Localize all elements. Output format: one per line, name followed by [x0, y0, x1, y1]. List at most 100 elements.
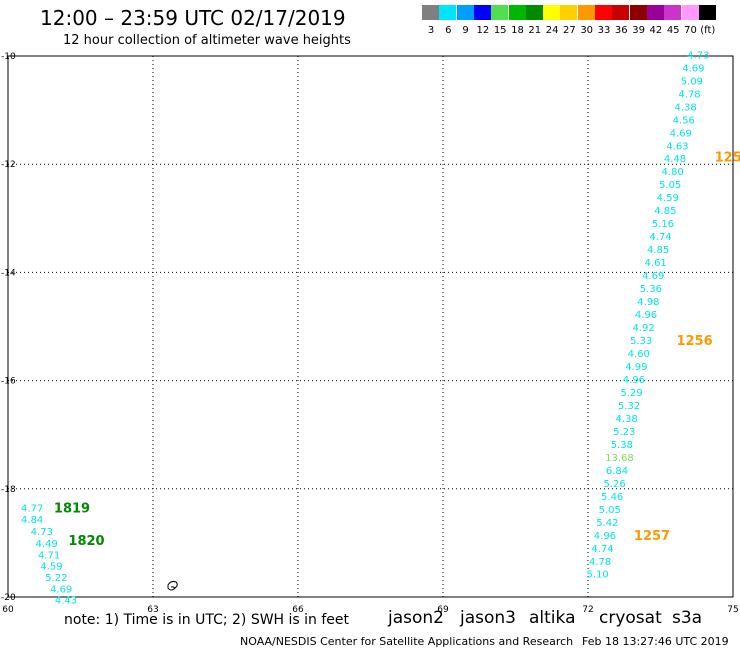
wave-height-value: 4.77	[21, 504, 43, 515]
scale-label: 21	[528, 25, 542, 36]
scale-label: 3	[427, 25, 435, 36]
wave-height-value: 4.92	[632, 323, 654, 334]
wave-height-value: 4.69	[642, 271, 664, 282]
wave-height-value: 4.73	[687, 50, 709, 61]
scale-swatch	[508, 5, 526, 20]
pass-time-label: 1256	[676, 334, 712, 349]
wave-height-value: 4.69	[682, 63, 704, 74]
scale-swatch	[646, 5, 664, 20]
wave-height-value: 4.85	[647, 245, 669, 256]
map-subtitle: 12 hour collection of altimeter wave hei…	[63, 33, 351, 48]
scale-label: 12	[476, 25, 490, 36]
scale-label: 39	[632, 25, 645, 36]
legend-jason2: jason2	[388, 608, 444, 628]
wave-height-value: 4.78	[589, 557, 611, 568]
scale-swatch	[473, 5, 491, 20]
wave-height-value: 5.16	[652, 219, 674, 230]
pass-time-label: 1820	[68, 534, 104, 549]
scale-label: 33	[597, 25, 611, 36]
island-outline	[167, 580, 178, 591]
scale-swatch	[560, 5, 578, 20]
lon-tick-label: 75	[727, 605, 738, 615]
footer-note: note: 1) Time is in UTC; 2) SWH is in fe…	[64, 612, 350, 628]
wave-height-value: 5.46	[601, 492, 623, 503]
scale-swatch	[629, 5, 647, 20]
wave-height-value: 4.38	[616, 414, 638, 425]
wave-height-value: 4.69	[670, 128, 692, 139]
scale-swatch	[422, 5, 439, 20]
wave-height-value: 4.48	[664, 154, 686, 165]
pass-time-label: 1819	[54, 502, 90, 517]
wave-height-value: 5.10	[587, 570, 609, 581]
wave-height-value: 4.98	[637, 297, 659, 308]
scale-swatch	[595, 5, 612, 20]
legend-jason3: jason3	[460, 608, 516, 628]
scale-label: 30	[580, 25, 594, 36]
wave-height-value: 5.09	[681, 76, 703, 87]
scale-label: 27	[563, 25, 576, 36]
wave-height-value: 4.60	[628, 349, 650, 360]
wave-height-value: 5.05	[659, 180, 681, 191]
scale-swatch	[698, 5, 716, 20]
lon-tick-label: 69	[437, 605, 449, 615]
wave-height-value: 4.78	[678, 89, 700, 100]
scale-swatch	[681, 5, 699, 20]
wave-height-value: 4.63	[666, 141, 688, 152]
legend-s3a: s3a	[672, 608, 703, 628]
lon-tick-label: 63	[147, 605, 158, 615]
wave-height-value: 6.84	[606, 466, 628, 477]
wave-height-value: 4.74	[649, 232, 671, 243]
lat-tick-label: -12	[1, 160, 16, 170]
scale-swatch	[491, 5, 509, 20]
scale-label: 36	[614, 25, 628, 36]
wave-height-value: 5.38	[611, 440, 633, 451]
wave-height-value: 4.96	[623, 375, 645, 386]
lon-tick-label: 72	[582, 605, 593, 615]
wave-height-value: 4.69	[50, 584, 72, 595]
wave-height-value: 4.59	[657, 193, 679, 204]
wave-height-value: 4.43	[55, 596, 77, 607]
scale-label: 6	[445, 25, 452, 36]
scale-swatch	[612, 5, 630, 20]
wave-height-value: 4.38	[675, 102, 697, 113]
wave-height-value: 5.42	[596, 518, 618, 529]
scale-label: 15	[493, 25, 507, 36]
wave-height-value: 4.85	[654, 206, 676, 217]
wave-height-value: 4.73	[31, 527, 53, 538]
wave-height-value: 4.80	[661, 167, 683, 178]
scale-swatch	[439, 5, 457, 20]
wave-height-value: 4.96	[635, 310, 657, 321]
wave-height-value: 4.49	[36, 539, 58, 550]
wave-height-value: 4.71	[38, 550, 60, 561]
map-frame	[7, 55, 734, 598]
wave-height-value: 5.33	[630, 336, 652, 347]
scale-label: 18	[511, 25, 524, 36]
lat-tick-label: -14	[1, 268, 16, 278]
pass-time-label: 1257	[634, 529, 670, 544]
wave-height-value: 4.96	[594, 531, 616, 542]
scale-swatch	[525, 5, 543, 20]
legend-cryosat: cryosat	[599, 608, 662, 628]
scale-label: 9	[462, 25, 469, 36]
wave-height-value: 13.68	[605, 453, 634, 464]
scale-swatch	[664, 5, 682, 20]
wave-height-value: 5.22	[45, 573, 67, 584]
scale-swatch	[456, 5, 474, 20]
scale-swatch	[543, 5, 561, 20]
lat-tick-label: -16	[1, 377, 16, 387]
scale-label: 42	[649, 25, 663, 36]
lon-tick-label: 66	[292, 605, 304, 615]
lon-tick-label: 60	[2, 605, 14, 615]
footer-timestamp: Feb 18 13:27:46 UTC 2019	[582, 635, 729, 648]
lat-tick-label: -20	[1, 593, 16, 603]
wave-height-value: 5.32	[618, 401, 640, 412]
wave-height-value: 5.26	[603, 479, 625, 490]
wave-height-value: 5.36	[640, 284, 662, 295]
footer-credit: NOAA/NESDIS Center for Satellite Applica…	[240, 635, 574, 648]
wave-height-value: 5.05	[599, 505, 621, 516]
wave-height-value: 4.56	[673, 115, 695, 126]
legend-altika: altika	[529, 608, 576, 628]
scale-label: 70	[684, 25, 697, 36]
wave-height-value: 4.99	[625, 362, 647, 373]
pass-time-label: 125	[715, 151, 740, 166]
